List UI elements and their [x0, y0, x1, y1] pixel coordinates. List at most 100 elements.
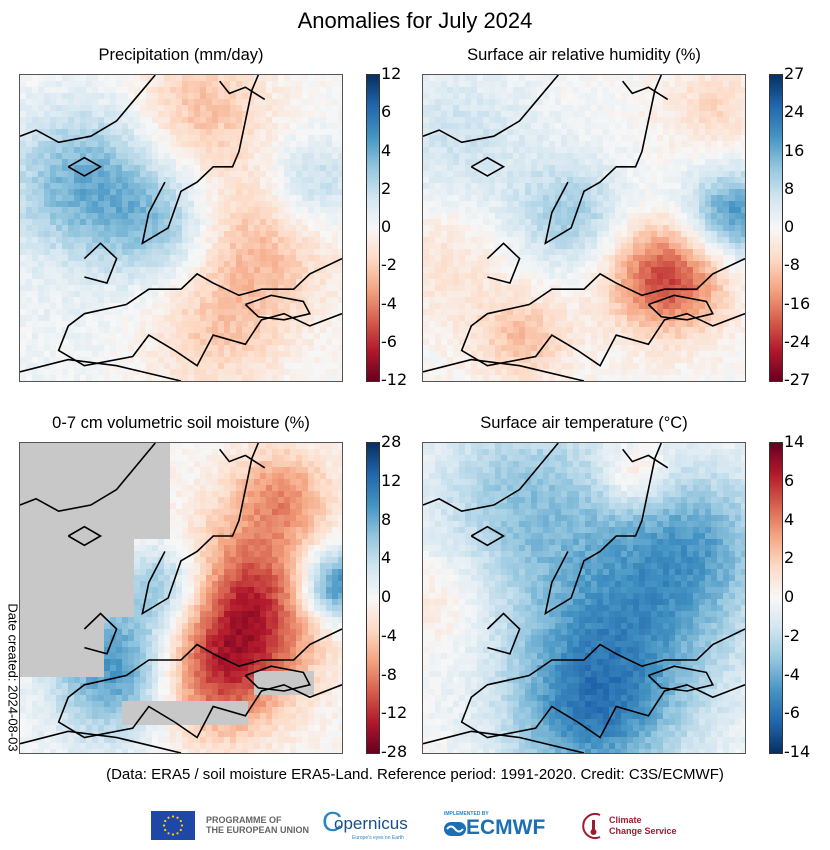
- colorbar-tick-label: 4: [381, 548, 392, 568]
- c3s-line-1: Climate: [609, 815, 642, 825]
- colorbar-tick-label: -16: [784, 293, 811, 313]
- colorbar-tick-label: -4: [381, 293, 397, 313]
- colorbar-tick-label: -28: [381, 742, 408, 761]
- colorbar-precipitation: [366, 74, 380, 382]
- coastline: [219, 448, 266, 469]
- coastline: [544, 443, 663, 616]
- colorbar-tick-label: -27: [784, 370, 811, 389]
- colorbar-tick-label: 6: [784, 470, 795, 490]
- colorbar-tick-label: -4: [381, 625, 397, 645]
- colorbar-tick-label: 4: [784, 509, 795, 529]
- map-precipitation: [19, 74, 343, 382]
- coastline: [423, 75, 559, 144]
- coastline: [528, 257, 745, 306]
- ecmwf-implemented-by: IMPLEMENTED BY: [444, 811, 489, 817]
- coastline: [544, 75, 663, 245]
- colorbar-temperature: [769, 442, 783, 754]
- eu-line-1: PROGRAMME OF: [206, 815, 282, 825]
- coastline: [423, 730, 585, 753]
- colorbar-tick-label: -8: [381, 664, 397, 684]
- coastline: [125, 257, 342, 306]
- colorbar-tick-label: 12: [381, 64, 402, 83]
- coastline: [83, 242, 118, 285]
- coastline: [528, 628, 745, 677]
- map-soil-moisture: [19, 442, 343, 754]
- map-humidity: [422, 74, 746, 382]
- anomaly-field: [423, 443, 745, 753]
- colorbar-tick-label: 2: [784, 548, 795, 568]
- coastline: [57, 674, 342, 739]
- colorbar-tick-label: 8: [784, 178, 795, 198]
- colorbar-tick-label: -24: [784, 331, 811, 351]
- panel-title-temperature: Surface air temperature (°C): [480, 414, 688, 432]
- copernicus-logo: C opernicus Europe's eyes on Earth: [322, 806, 412, 844]
- coastline: [470, 156, 506, 177]
- coastline: [67, 156, 103, 177]
- coastline: [647, 294, 714, 321]
- colorbar-tick-label: 0: [784, 217, 795, 236]
- coastline: [67, 525, 103, 547]
- coastline: [470, 525, 506, 547]
- colorbar-tick-label: 28: [381, 432, 402, 451]
- colorbar-tick-label: 16: [784, 140, 805, 160]
- colorbar-tick-label: -2: [784, 625, 800, 645]
- colorbar-tick-label: 8: [381, 509, 392, 529]
- copernicus-wordmark: opernicus: [334, 814, 408, 833]
- panel-title-soil-moisture: 0-7 cm volumetric soil moisture (%): [52, 414, 310, 432]
- coastline: [423, 443, 559, 513]
- colorbar-tick-label: -12: [381, 370, 408, 389]
- colorbar-tick-label: 27: [784, 64, 805, 83]
- c3s-line-2: Change Service: [609, 826, 677, 836]
- anomaly-field: [423, 75, 745, 381]
- colorbar-tick-label: 0: [381, 587, 392, 606]
- coastline: [141, 75, 260, 245]
- coastline: [244, 665, 311, 692]
- colorbar-tick-label: 12: [381, 470, 402, 490]
- colorbar-tick-label: -6: [784, 703, 800, 723]
- coastline: [20, 443, 156, 513]
- ecmwf-waves-icon: [444, 822, 466, 836]
- copernicus-c: C: [322, 806, 343, 837]
- colorbar-tick-label: -2: [381, 255, 397, 275]
- colorbar-tick-label: -4: [784, 664, 800, 684]
- anomaly-field: [20, 75, 342, 381]
- coastline: [125, 628, 342, 677]
- colorbar-tick-label: -14: [784, 742, 811, 761]
- eu-flag-logo: [151, 811, 195, 840]
- coastline: [460, 303, 745, 367]
- coastline: [622, 80, 669, 101]
- c3s-logo: Climate Change Service: [580, 811, 677, 846]
- colorbar-tick-label: 2: [381, 178, 392, 198]
- colorbar-tick-label: -6: [381, 331, 397, 351]
- colorbar-tick-label: -8: [784, 255, 800, 275]
- coastline: [460, 674, 745, 739]
- colorbar-tick-label: 24: [784, 102, 805, 122]
- colorbar-tick-label: 4: [381, 140, 392, 160]
- colorbar-humidity: [769, 74, 783, 382]
- coastline: [20, 730, 182, 753]
- coastline: [20, 358, 182, 381]
- coastline: [423, 358, 585, 381]
- anomaly-field: [20, 443, 342, 753]
- thermometer-icon: [582, 813, 601, 839]
- colorbar-soil-moisture: [366, 442, 380, 754]
- footer-note: (Data: ERA5 / soil moisture ERA5-Land. R…: [106, 766, 724, 783]
- coastline: [647, 665, 714, 692]
- eu-programme-text: PROGRAMME OF THE EUROPEAN UNION: [206, 815, 309, 835]
- eu-line-2: THE EUROPEAN UNION: [206, 825, 310, 835]
- colorbar-tick-label: -12: [381, 703, 408, 723]
- coastline: [20, 75, 156, 144]
- eu-stars-icon: [162, 815, 184, 836]
- colorbar-tick-label: 6: [381, 102, 392, 122]
- copernicus-tagline: Europe's eyes on Earth: [352, 835, 404, 841]
- coastline: [486, 612, 521, 655]
- panel-title-humidity: Surface air relative humidity (%): [467, 46, 701, 64]
- date-created-label: Date created: 2024-08-03: [5, 603, 21, 752]
- panel-title-precipitation: Precipitation (mm/day): [98, 46, 264, 64]
- coastline: [244, 294, 311, 321]
- coastline: [622, 448, 669, 469]
- coastline: [57, 303, 342, 367]
- coastline: [486, 242, 521, 285]
- coastline: [83, 612, 118, 655]
- ecmwf-wordmark: ECMWF: [466, 816, 546, 839]
